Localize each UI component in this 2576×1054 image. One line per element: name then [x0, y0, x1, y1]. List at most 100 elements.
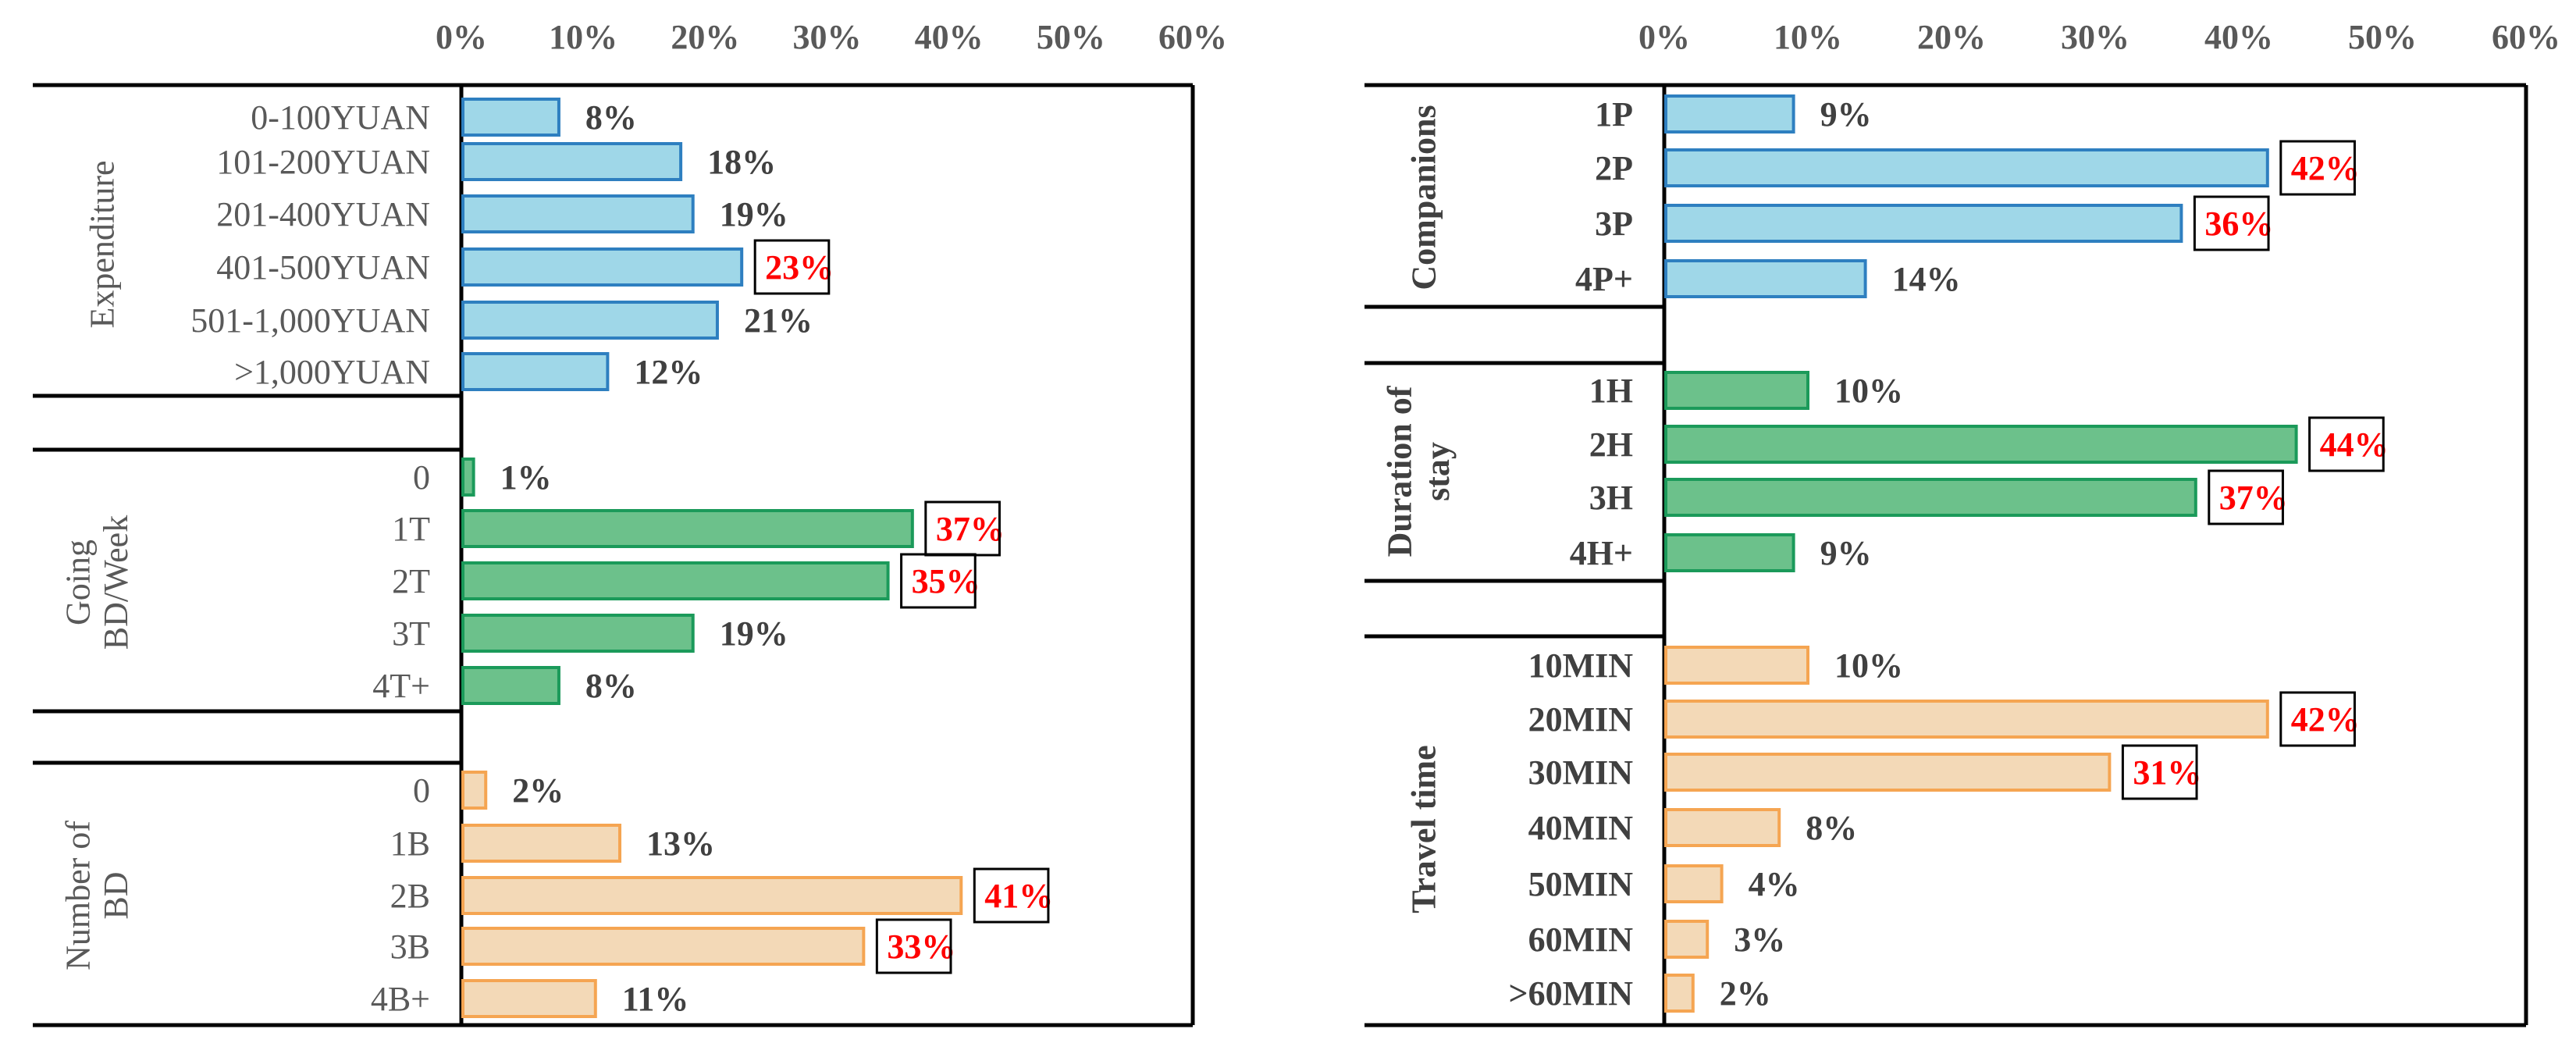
- highlighted-value-label: 36%: [2204, 205, 2273, 243]
- bar: [1664, 646, 1809, 685]
- category-label: 1T: [392, 510, 430, 548]
- group-label: Duration ofstay: [1381, 385, 1457, 557]
- value-label: 8%: [585, 667, 637, 705]
- value-label: 4%: [1749, 865, 1800, 903]
- x-tick-label: 20%: [1917, 18, 1986, 56]
- group-label-line: Companions: [1404, 105, 1443, 290]
- value-label: 10%: [1834, 372, 1903, 410]
- group-label: Travel time: [1404, 745, 1443, 913]
- group-label-line: stay: [1418, 442, 1457, 501]
- bar: [461, 509, 914, 548]
- bar: [1664, 371, 1809, 410]
- group-label: Expenditure: [83, 160, 121, 328]
- group-label-line: Travel time: [1404, 745, 1443, 913]
- value-label: 3%: [1734, 920, 1785, 959]
- value-label: 18%: [707, 143, 776, 181]
- value-label: 8%: [585, 98, 637, 137]
- bar: [1664, 478, 2197, 517]
- category-label: 10MIN: [1528, 646, 1634, 685]
- group-label: GoingBD/Week: [59, 515, 135, 650]
- x-tick-label: 60%: [2492, 18, 2560, 56]
- x-tick-label: 10%: [549, 18, 617, 56]
- bar: [1664, 259, 1867, 298]
- highlight-box: [2279, 140, 2356, 196]
- category-label: 20MIN: [1528, 700, 1634, 739]
- group-label-line: Number of: [59, 821, 98, 970]
- bar: [461, 979, 597, 1018]
- group-label-line: Duration of: [1381, 385, 1419, 557]
- value-label: 1%: [500, 458, 552, 497]
- highlighted-value-label: 31%: [2133, 753, 2201, 792]
- group-label-line: BD/Week: [97, 515, 135, 650]
- highlighted-value-label: 33%: [887, 928, 955, 966]
- bar: [461, 142, 683, 181]
- value-label: 13%: [646, 824, 715, 863]
- bar: [461, 771, 488, 810]
- category-label: >60MIN: [1509, 974, 1634, 1013]
- highlight-box: [753, 239, 831, 295]
- bar: [461, 247, 744, 287]
- highlighted-value-label: 42%: [2291, 700, 2360, 739]
- bar: [1664, 204, 2183, 243]
- bar: [461, 301, 719, 340]
- x-tick-label: 10%: [1774, 18, 1842, 56]
- highlighted-value-label: 42%: [2291, 149, 2360, 187]
- category-label: 101-200YUAN: [216, 143, 430, 181]
- bar: [461, 614, 695, 653]
- highlighted-value-label: 37%: [936, 510, 1005, 548]
- category-label: 1H: [1589, 372, 1633, 410]
- highlighted-value-label: 23%: [765, 248, 834, 287]
- x-tick-label: 20%: [671, 18, 739, 56]
- bar: [1664, 533, 1795, 572]
- category-label: 60MIN: [1528, 920, 1634, 959]
- category-label: 3P: [1595, 205, 1633, 243]
- bar: [1664, 148, 2269, 187]
- category-label: 2H: [1589, 426, 1633, 464]
- group-label: Companions: [1404, 105, 1443, 290]
- bar: [461, 927, 866, 966]
- value-label: 2%: [512, 771, 564, 810]
- x-tick-label: 40%: [2204, 18, 2273, 56]
- value-label: 2%: [1720, 974, 1771, 1013]
- x-tick-label: 40%: [915, 18, 984, 56]
- category-label: 3T: [392, 614, 430, 653]
- bar: [1664, 700, 2269, 739]
- x-tick-label: 0%: [436, 18, 487, 56]
- highlight-box: [900, 553, 977, 609]
- category-label: 40MIN: [1528, 809, 1634, 847]
- x-tick-label: 30%: [2061, 18, 2129, 56]
- x-tick-label: 50%: [1037, 18, 1105, 56]
- group-label-line: BD: [97, 871, 135, 919]
- bar: [1664, 974, 1695, 1013]
- x-tick-label: 30%: [793, 18, 862, 56]
- category-label: 30MIN: [1528, 753, 1634, 792]
- category-label: 50MIN: [1528, 865, 1634, 903]
- highlighted-value-label: 44%: [2320, 426, 2389, 464]
- bar: [461, 194, 695, 233]
- category-label: 4H+: [1570, 534, 1633, 572]
- bar: [1664, 94, 1795, 134]
- value-label: 11%: [622, 980, 689, 1018]
- value-label: 19%: [720, 614, 788, 653]
- highlight-box: [2308, 416, 2385, 472]
- value-label: 8%: [1806, 809, 1857, 847]
- category-label: 0: [413, 458, 430, 497]
- group-label-line: Going: [59, 539, 98, 625]
- value-label: 21%: [744, 301, 813, 340]
- group-label: Number ofBD: [59, 821, 135, 970]
- highlight-box: [2121, 744, 2198, 800]
- value-label: 10%: [1834, 646, 1903, 685]
- category-label: 2P: [1595, 149, 1633, 187]
- bar: [1664, 425, 2298, 464]
- x-tick-label: 0%: [1638, 18, 1690, 56]
- bar: [1664, 864, 1724, 903]
- bar: [461, 352, 610, 391]
- category-label: 401-500YUAN: [216, 248, 430, 287]
- highlight-box: [2208, 469, 2284, 525]
- bar: [461, 666, 560, 705]
- x-tick-label: 50%: [2348, 18, 2417, 56]
- value-label: 12%: [634, 353, 703, 391]
- highlighted-value-label: 37%: [2219, 479, 2288, 517]
